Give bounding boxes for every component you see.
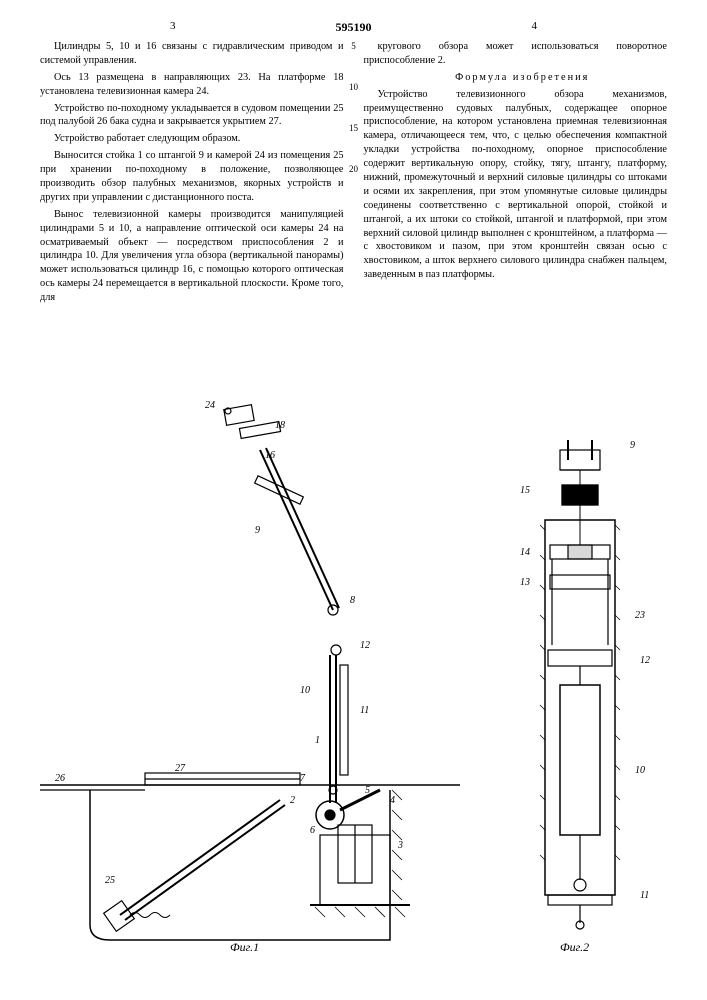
part-label: 27 (175, 763, 185, 774)
part-label: 23 (635, 610, 645, 621)
part-label: 10 (635, 765, 645, 776)
part-label: 12 (640, 655, 650, 666)
part-label: 15 (520, 485, 530, 496)
part-label: 18 (275, 420, 285, 431)
patent-number: 595190 (336, 20, 372, 35)
formula-heading: Формула изобретения (364, 71, 668, 85)
line-number-gutter: 5 10 15 20 (348, 40, 360, 204)
paragraph: Устройство по-походному укладывается в с… (40, 102, 344, 130)
part-label: 13 (520, 577, 530, 588)
part-label: 11 (640, 890, 649, 901)
paragraph: Устройство работает следующим образом. (40, 132, 344, 146)
paragraph: Выносится стойка 1 со штангой 9 и камеро… (40, 149, 344, 205)
paragraph: Ось 13 размещена в направляющих 23. На п… (40, 71, 344, 99)
paragraph: Цилиндры 5, 10 и 16 связаны с гидравличе… (40, 40, 344, 68)
part-label: 26 (55, 773, 65, 784)
part-label: 4 (390, 795, 395, 806)
line-number: 15 (348, 122, 360, 163)
part-label: 24 (205, 400, 215, 411)
left-column: Цилиндры 5, 10 и 16 связаны с гидравличе… (40, 40, 344, 308)
right-column: кругового обзора может использоваться по… (364, 40, 668, 308)
part-label: 6 (310, 825, 315, 836)
page-number-left: 3 (170, 20, 176, 32)
figure-2 (490, 425, 670, 955)
part-label: 1 (315, 735, 320, 746)
part-label: 11 (360, 705, 369, 716)
figures-area: 24 18 16 9 8 12 10 11 1 7 5 4 2 6 3 26 2… (0, 395, 707, 995)
paragraph: Устройство телевизионного обзора механиз… (364, 88, 668, 282)
part-label: 7 (300, 773, 305, 784)
part-label: 10 (300, 685, 310, 696)
page-number-right: 4 (532, 20, 538, 32)
part-label: 8 (350, 595, 355, 606)
part-label: 25 (105, 875, 115, 886)
part-label: 5 (365, 785, 370, 796)
figure-2-caption: Фиг.2 (560, 940, 589, 955)
figure-1 (30, 395, 470, 955)
part-label: 16 (265, 450, 275, 461)
part-label: 12 (360, 640, 370, 651)
part-label: 14 (520, 547, 530, 558)
paragraph: кругового обзора может использоваться по… (364, 40, 668, 68)
line-number: 20 (348, 163, 360, 204)
line-number: 10 (348, 81, 360, 122)
part-label: 3 (398, 840, 403, 851)
part-label: 9 (255, 525, 260, 536)
paragraph: Вынос телевизионной камеры производится … (40, 208, 344, 305)
line-number: 5 (348, 40, 360, 81)
figure-1-caption: Фиг.1 (230, 940, 259, 955)
part-label: 2 (290, 795, 295, 806)
part-label: 9 (630, 440, 635, 451)
